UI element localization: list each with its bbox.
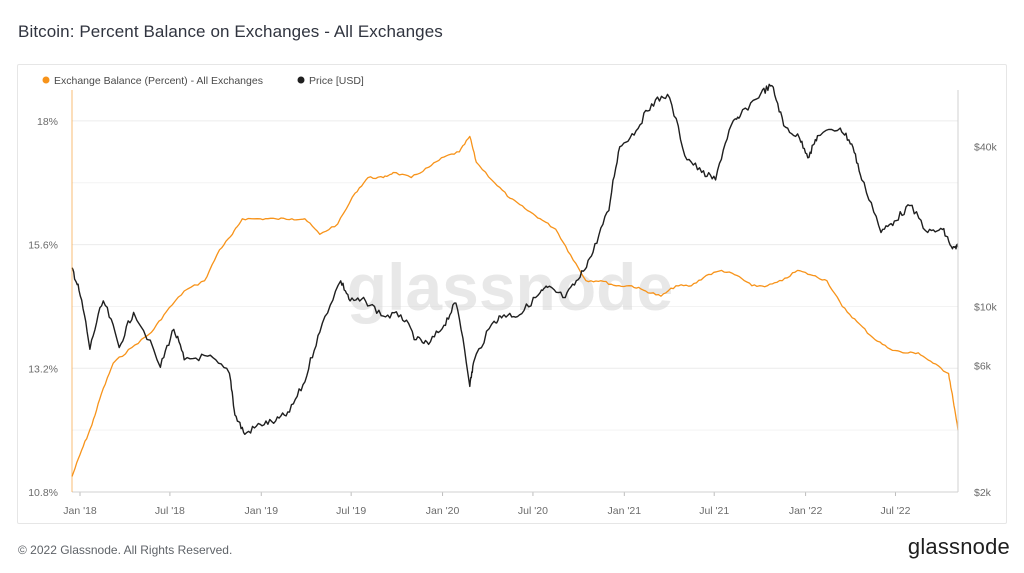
x-tick-label: Jul '20: [518, 505, 548, 517]
series-line-price: [71, 83, 959, 435]
x-tick-label: Jul '21: [699, 505, 729, 517]
page-title: Bitcoin: Percent Balance on Exchanges - …: [18, 22, 443, 41]
legend-label-price: Price [USD]: [309, 75, 364, 87]
legend-item-price[interactable]: Price [USD]: [297, 75, 364, 87]
chart-card: [17, 64, 1007, 524]
x-tick-label: Jan '18: [63, 505, 97, 517]
series-layer: [71, 83, 959, 477]
y-left-tick-label: 15.6%: [28, 240, 58, 252]
y-right-tick-label: $10k: [974, 302, 998, 314]
x-tick-label: Jan '20: [426, 505, 460, 517]
legend-marker-balance: [42, 76, 50, 84]
y-left-tick-label: 13.2%: [28, 363, 58, 375]
x-tick-label: Jan '22: [789, 505, 823, 517]
x-tick-label: Jul '22: [880, 505, 910, 517]
y-right-tick-label: $6k: [974, 360, 992, 372]
x-tick-label: Jul '18: [155, 505, 185, 517]
legend-item-balance[interactable]: Exchange Balance (Percent) - All Exchang…: [42, 75, 263, 87]
series-line-balance: [71, 135, 959, 477]
x-tick-label: Jan '19: [245, 505, 279, 517]
footer-copyright: © 2022 Glassnode. All Rights Reserved.: [18, 543, 233, 557]
x-tick-label: Jul '19: [336, 505, 366, 517]
y-left-tick-label: 18%: [37, 116, 58, 128]
y-left-tick-label: 10.8%: [28, 487, 58, 499]
legend: Exchange Balance (Percent) - All Exchang…: [42, 75, 364, 87]
legend-label-balance: Exchange Balance (Percent) - All Exchang…: [54, 75, 263, 87]
x-tick-label: Jan '21: [608, 505, 642, 517]
y-right-tick-label: $40k: [974, 142, 998, 154]
axis-layer: 10.8% 13.2% 15.6% 18% $2k $6k $10k $40k Jan '18 J…: [28, 90, 998, 517]
y-right-tick-label: $2k: [974, 487, 992, 499]
footer-logo[interactable]: glassnode: [907, 534, 1010, 559]
legend-marker-price: [297, 76, 305, 84]
chart-watermark: glassnode: [347, 250, 673, 324]
